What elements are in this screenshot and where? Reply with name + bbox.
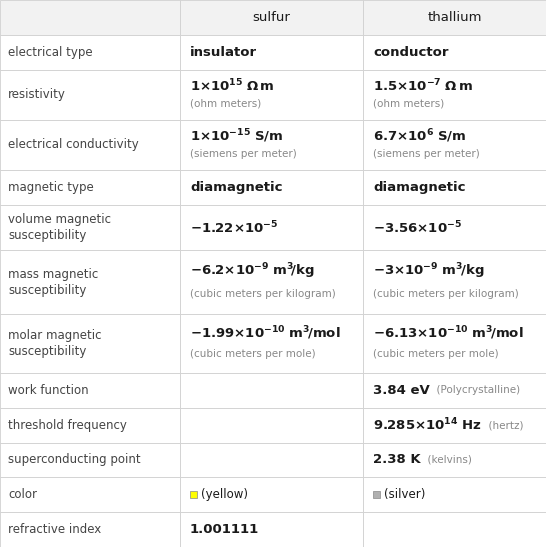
Text: (cubic meters per mole): (cubic meters per mole) [190,349,316,359]
Text: diamagnetic: diamagnetic [190,181,282,194]
Bar [0,443,180,478]
Text: (ohm meters): (ohm meters) [190,99,261,109]
Text: (yellow): (yellow) [201,488,248,501]
Bar [0,35,180,69]
Bar [180,408,363,443]
Bar [363,170,546,205]
Bar [363,69,546,120]
Bar [363,314,546,373]
Text: (ohm meters): (ohm meters) [373,99,444,109]
Text: work function: work function [8,384,89,397]
Bar [0,69,180,120]
Bar [180,120,363,170]
Text: $\mathbf{1.5{\times}10^{-7}}$ $\mathbf{\Omega\,m}$: $\mathbf{1.5{\times}10^{-7}}$ $\mathbf{\… [373,78,473,95]
Bar [180,373,363,408]
Text: $\mathbf{1{\times}10^{-15}}$ $\mathbf{S/m}$: $\mathbf{1{\times}10^{-15}}$ $\mathbf{S/… [190,127,283,145]
Text: molar magnetic
susceptibility: molar magnetic susceptibility [8,329,102,358]
Bar [363,443,546,478]
Text: (siemens per meter): (siemens per meter) [373,149,480,159]
Text: (silver): (silver) [384,488,425,501]
Text: resistivity: resistivity [8,88,66,101]
Text: $\mathbf{{-}6.13{\times}10^{-10}}$ $\mathbf{m^3\!/mol}$: $\mathbf{{-}6.13{\times}10^{-10}}$ $\mat… [373,325,524,342]
Bar [0,0,180,35]
Text: color: color [8,488,37,501]
Text: $\mathbf{{-}3{\times}10^{-9}}$ $\mathbf{m^3\!/kg}$: $\mathbf{{-}3{\times}10^{-9}}$ $\mathbf{… [373,261,484,281]
Bar [363,478,546,512]
Bar [363,0,546,35]
Text: (cubic meters per mole): (cubic meters per mole) [373,349,498,359]
Text: thallium: thallium [428,11,482,24]
Text: (siemens per meter): (siemens per meter) [190,149,297,159]
Text: $\mathbf{{-}6.2{\times}10^{-9}}$ $\mathbf{m^3\!/kg}$: $\mathbf{{-}6.2{\times}10^{-9}}$ $\mathb… [190,261,315,281]
Bar [180,478,363,512]
Bar [373,491,380,498]
Text: electrical type: electrical type [8,46,93,59]
Bar [363,205,546,251]
Bar [0,120,180,170]
Bar [363,251,546,314]
Text: magnetic type: magnetic type [8,181,94,194]
Text: $\mathbf{{-}1.22{\times}10^{-5}}$: $\mathbf{{-}1.22{\times}10^{-5}}$ [190,219,278,236]
Bar [363,512,546,547]
Text: insulator: insulator [190,46,257,59]
Text: electrical conductivity: electrical conductivity [8,138,139,152]
Text: $\mathbf{1{\times}10^{15}}$ $\mathbf{\Omega\,m}$: $\mathbf{1{\times}10^{15}}$ $\mathbf{\Om… [190,78,275,95]
Text: volume magnetic
susceptibility: volume magnetic susceptibility [8,213,111,242]
Text: 2.38 K: 2.38 K [373,453,420,467]
Bar [0,478,180,512]
Bar [363,373,546,408]
Bar [0,170,180,205]
Text: threshold frequency: threshold frequency [8,418,127,432]
Bar [180,314,363,373]
Text: (kelvins): (kelvins) [420,455,471,465]
Bar [180,35,363,69]
Bar [0,373,180,408]
Bar [363,408,546,443]
Bar [180,251,363,314]
Bar [0,512,180,547]
Text: conductor: conductor [373,46,448,59]
Text: superconducting point: superconducting point [8,453,141,467]
Bar [0,251,180,314]
Bar [190,491,197,498]
Text: 3.84 eV: 3.84 eV [373,384,430,397]
Text: mass magnetic
susceptibility: mass magnetic susceptibility [8,267,98,296]
Text: $\mathbf{6.7{\times}10^{6}}$ $\mathbf{S/m}$: $\mathbf{6.7{\times}10^{6}}$ $\mathbf{S/… [373,127,466,145]
Bar [363,120,546,170]
Text: $\mathbf{{-}1.99{\times}10^{-10}}$ $\mathbf{m^3\!/mol}$: $\mathbf{{-}1.99{\times}10^{-10}}$ $\mat… [190,325,341,342]
Text: diamagnetic: diamagnetic [373,181,465,194]
Bar [180,69,363,120]
Text: (Polycrystalline): (Polycrystalline) [430,385,520,395]
Bar [363,35,546,69]
Text: (cubic meters per kilogram): (cubic meters per kilogram) [373,289,519,299]
Bar [0,314,180,373]
Bar [180,170,363,205]
Bar [0,205,180,251]
Bar [180,512,363,547]
Text: sulfur: sulfur [253,11,290,24]
Bar [180,0,363,35]
Text: 1.001111: 1.001111 [190,523,259,536]
Bar [180,205,363,251]
Bar [0,408,180,443]
Text: $\mathbf{{-}3.56{\times}10^{-5}}$: $\mathbf{{-}3.56{\times}10^{-5}}$ [373,219,462,236]
Text: $\mathbf{9.285{\times}10^{14}}$ $\mathbf{Hz}$: $\mathbf{9.285{\times}10^{14}}$ $\mathbf… [373,417,482,433]
Text: refractive index: refractive index [8,523,102,536]
Text: (cubic meters per kilogram): (cubic meters per kilogram) [190,289,336,299]
Bar [180,443,363,478]
Text: (hertz): (hertz) [482,420,523,430]
